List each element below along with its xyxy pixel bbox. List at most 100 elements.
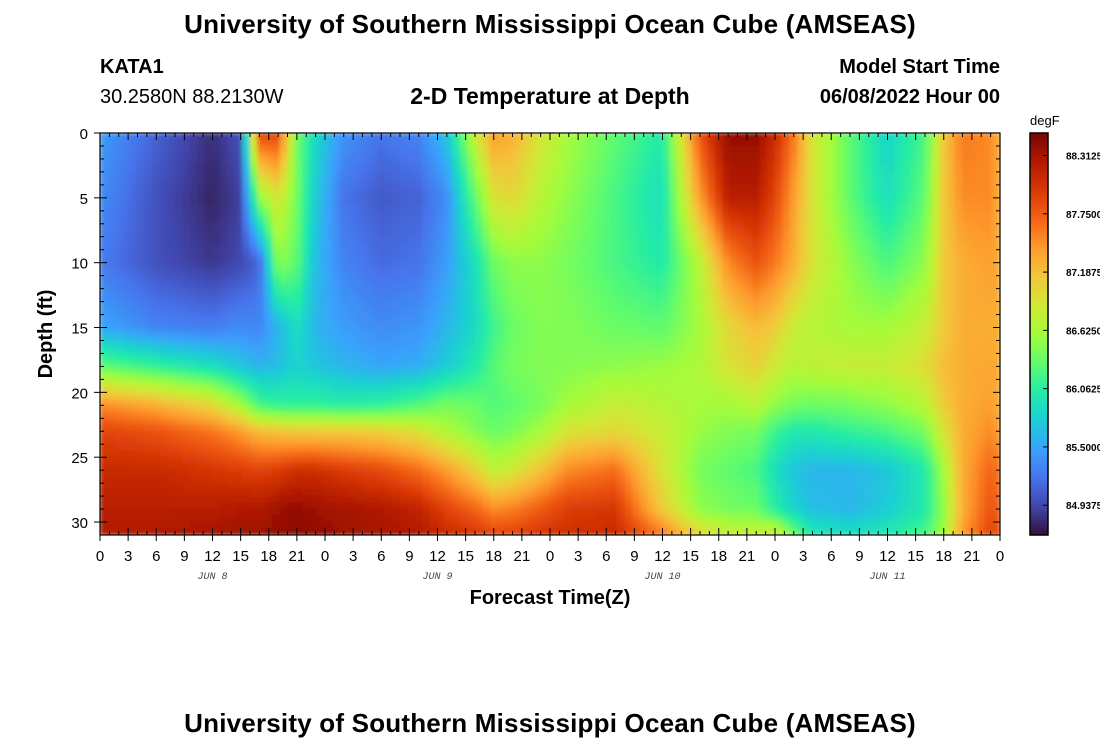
heatmap-cell [729,255,738,264]
heatmap-cell [369,242,378,251]
heatmap-cell [759,171,768,179]
heatmap-cell [654,236,663,244]
heatmap-cell [692,294,701,303]
heatmap-cell [204,210,213,218]
heatmap-cell [594,255,603,264]
heatmap-cell [887,229,896,238]
heatmap-cell [234,288,243,296]
heatmap-cell [542,255,551,264]
heatmap-cell [234,191,243,199]
heatmap-cell [392,379,401,387]
heatmap-cell [827,385,836,393]
heatmap-cell [100,165,108,173]
heatmap-cell [347,385,356,393]
heatmap-cell [737,385,746,393]
heatmap-cell [894,346,903,354]
heatmap-cell [354,366,363,374]
heatmap-cell [362,385,371,393]
heatmap-cell [722,262,731,270]
heatmap-cell [527,236,536,244]
heatmap-cell [992,359,1000,367]
heatmap-cell [887,242,896,251]
heatmap-cell [857,139,866,147]
heatmap-cell [227,307,236,316]
heatmap-cell [137,145,146,153]
heatmap-cell [632,158,641,166]
heatmap-cell [527,255,536,264]
heatmap-cell [159,255,168,264]
heatmap-cell [932,197,941,205]
heatmap-cell [924,353,933,361]
heatmap-cell [962,171,971,179]
heatmap-cell [984,301,993,309]
heatmap-cell [984,184,993,192]
heatmap-cell [294,145,303,153]
heatmap-cell [249,255,258,264]
heatmap-cell [189,210,198,218]
heatmap-cell [789,255,798,264]
heatmap-cell [677,320,686,329]
heatmap-cell [144,385,153,393]
heatmap-cell [219,191,228,199]
heatmap-cell [317,171,326,179]
heatmap-cell [767,204,776,212]
heatmap-cell [444,320,453,329]
heatmap-cell [407,333,416,341]
heatmap-cell [864,314,873,322]
heatmap-cell [167,288,176,296]
heatmap-cell [212,281,221,290]
heatmap-cell [302,191,311,199]
heatmap-cell [519,249,528,257]
heatmap-cell [167,379,176,387]
heatmap-cell [669,366,678,374]
heatmap-cell [587,165,596,173]
heatmap-cell [759,268,768,277]
heatmap-cell [984,236,993,244]
heatmap-cell [984,145,993,153]
heatmap-cell [489,242,498,251]
heatmap-cell [587,372,596,380]
heatmap-cell [100,327,108,335]
heatmap-cell [962,320,971,329]
heatmap-cell [482,288,491,296]
heatmap-cell [617,165,626,173]
heatmap-cell [392,184,401,192]
heatmap-cell [362,333,371,341]
heatmap-cell [632,398,641,406]
heatmap-cell [842,294,851,303]
heatmap-cell [587,229,596,238]
heatmap-cell [527,262,536,270]
heatmap-cell [392,385,401,393]
heatmap-cell [849,210,858,218]
heatmap-cell [227,171,236,179]
heatmap-cell [497,223,506,231]
heatmap-cell [287,398,296,406]
heatmap-cell [384,398,393,406]
heatmap-cell [549,359,558,367]
heatmap-cell [947,158,956,166]
heatmap-cell [932,288,941,296]
heatmap-cell [189,392,198,400]
heatmap-cell [992,327,1000,335]
heatmap-cell [557,178,566,186]
heatmap-cell [234,139,243,147]
heatmap-cell [609,385,618,393]
heatmap-cell [819,379,828,387]
heatmap-cell [189,223,198,231]
heatmap-cell [872,197,881,205]
heatmap-cell [864,340,873,348]
heatmap-cell [887,133,896,140]
heatmap-cell [707,133,716,140]
heatmap-cell [249,353,258,361]
heatmap-cell [339,385,348,393]
heatmap-cell [264,242,273,251]
heatmap-cell [549,353,558,361]
heatmap-cell [452,152,461,160]
heatmap-cell [287,158,296,166]
heatmap-cell [962,262,971,270]
heatmap-cell [264,216,273,225]
heatmap-cell [954,346,963,354]
heatmap-cell [789,392,798,400]
heatmap-cell [377,385,386,393]
heatmap-cell [377,210,386,218]
